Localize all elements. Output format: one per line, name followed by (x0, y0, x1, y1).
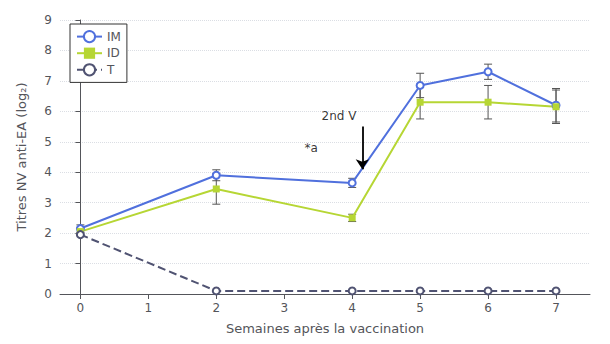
svg-text:Semaines après la vaccination: Semaines après la vaccination (226, 321, 424, 336)
svg-text:2nd V: 2nd V (322, 109, 358, 123)
svg-text:3: 3 (44, 196, 52, 210)
svg-text:*a: *a (305, 141, 318, 155)
svg-text:0: 0 (44, 287, 52, 301)
svg-text:IM: IM (107, 30, 121, 44)
svg-text:6: 6 (484, 301, 492, 315)
svg-text:5: 5 (44, 135, 52, 149)
svg-text:7: 7 (44, 74, 52, 88)
svg-text:2: 2 (212, 301, 220, 315)
svg-text:ID: ID (107, 46, 120, 60)
svg-text:4: 4 (348, 301, 356, 315)
svg-text:2: 2 (44, 226, 52, 240)
svg-text:9: 9 (44, 13, 52, 27)
svg-text:5: 5 (416, 301, 424, 315)
svg-text:4: 4 (44, 165, 52, 179)
svg-text:0: 0 (77, 301, 85, 315)
svg-text:Titres NV anti-EA (log₂): Titres NV anti-EA (log₂) (14, 83, 29, 233)
svg-text:1: 1 (145, 301, 153, 315)
svg-text:8: 8 (44, 43, 52, 57)
svg-text:6: 6 (44, 104, 52, 118)
svg-text:T: T (106, 63, 115, 77)
svg-text:3: 3 (280, 301, 288, 315)
svg-text:7: 7 (552, 301, 560, 315)
svg-text:1: 1 (44, 257, 52, 271)
